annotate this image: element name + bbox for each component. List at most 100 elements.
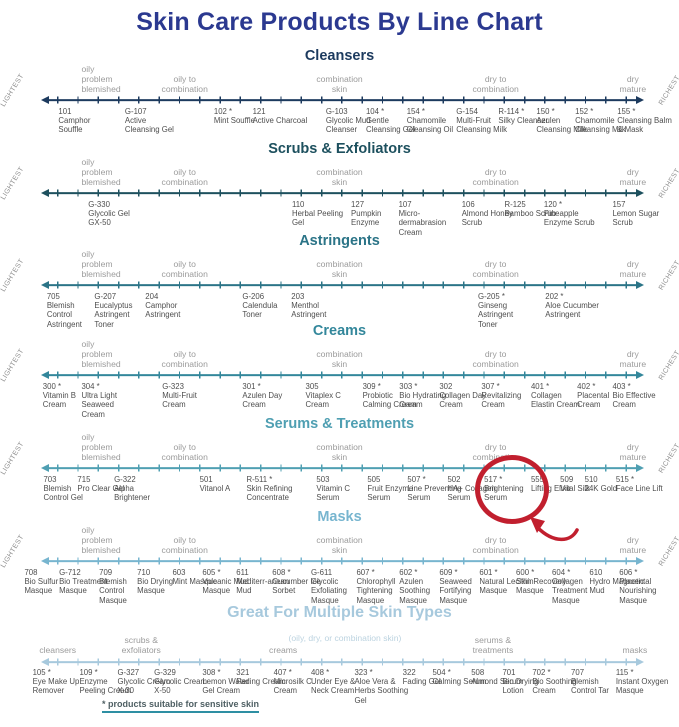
product-code: 707 — [571, 668, 585, 677]
product-603: 603 Mint Masque — [172, 568, 227, 586]
product-504: 504 * Calming Serum — [433, 668, 488, 686]
product-204: 204 Camphor Astringent — [145, 292, 200, 320]
highlight-arrow-icon — [530, 517, 579, 542]
product-name: Vitaplex C Cream — [305, 391, 341, 410]
zone-label: oily problem blemished — [81, 338, 121, 369]
section-title-cleansers: Cleansers — [304, 48, 375, 64]
product-301: 301 * Azulen Day Cream — [242, 382, 297, 410]
zone-label: oily problem blemished — [81, 248, 121, 279]
product-code: R-114 * — [498, 107, 525, 116]
product-name: Enzyme Peeling Cream — [79, 677, 132, 696]
product-110: 110 Herbal Peeling Gel — [292, 200, 347, 228]
product-name: Ginseng Astringent Toner — [478, 301, 514, 329]
zone-label: combination skin — [316, 166, 363, 187]
zone-label: combination skin — [316, 348, 363, 369]
axis-ticks — [57, 96, 628, 104]
product-code: 604 * — [552, 568, 571, 577]
section-serums-treatments: Serums & Treatments oily problem blemishe… — [0, 416, 679, 515]
product-307: 307 * Revitalizing Cream — [481, 382, 536, 410]
product-name: Collagen Day Cream — [439, 391, 487, 410]
zone-labels: oily problem blemished oily to combinatio… — [0, 236, 679, 279]
product-508: 508 Almond Serum — [471, 668, 526, 686]
product-code: 709 — [99, 568, 113, 577]
product-105: 105 * Eye Make Up Remover — [33, 668, 88, 696]
product-code: 109 * — [79, 668, 98, 677]
product-code: 710 — [137, 568, 151, 577]
product-code: 703 — [43, 475, 57, 484]
zone-label: cleansers — [39, 644, 77, 655]
product-503: 503 Vitamin C Serum — [316, 475, 371, 503]
product-code: 101 — [58, 107, 72, 116]
product-name: Cucumber Ice Sorbet — [272, 577, 321, 596]
product-154: 154 * Chamomile Cleansing Oil — [407, 107, 462, 135]
product-name: Placental Nourishing Masque — [619, 577, 657, 605]
product-name: Blemish Control Gel — [43, 484, 83, 503]
product-710: 710 Bio Drying Masque — [137, 568, 192, 596]
product-name: Lemon Water Gel Cream — [202, 677, 249, 696]
product-name: Vital Silk — [560, 484, 590, 494]
section-title-astringents: Astringents — [299, 233, 380, 249]
product-code: G-323 — [162, 382, 184, 391]
product-code: 705 — [46, 292, 60, 301]
product-name: Bamboo Scrub — [504, 209, 557, 219]
zone-label: oily to combination — [161, 258, 208, 279]
product-510: 510 24K Gold — [585, 475, 640, 493]
product-code: 715 — [77, 475, 91, 484]
product-name: 24K Gold — [584, 484, 618, 494]
zone-label: dry to combination — [472, 258, 519, 279]
product-120: 120 * Pineapple Enzyme Scrub — [544, 200, 599, 228]
product-name: Almond Serum — [471, 677, 523, 687]
product-name: Lifting Elixir — [530, 484, 571, 494]
product-code: 609 * — [439, 568, 458, 577]
product-152: 152 * Chamomile Cleansing Milk — [575, 107, 630, 135]
product-name: Glycolic Cream X-50 — [154, 677, 207, 696]
zone-label: dry mature — [619, 258, 647, 279]
product-name: Herbal Peeling Gel — [291, 209, 344, 228]
product-code: 150 * — [536, 107, 555, 116]
product-code: 202 * — [545, 292, 564, 301]
product-701: 701 Bio Drying Lotion — [502, 668, 557, 696]
zone-label: combination skin — [316, 73, 363, 94]
footnote: * products suitable for sensitive skin — [102, 699, 260, 713]
product-name: Probiotic Calming Cream — [362, 391, 417, 410]
product-name: Silky Cleanser — [498, 116, 549, 126]
product-code: G-154 — [456, 107, 478, 116]
product-150: 150 * Azulen Cleansing Milk — [536, 107, 591, 135]
zone-label: combination skin — [316, 441, 363, 462]
product-name: Micro-dermabrasion Cream — [398, 209, 447, 237]
product-name: Collagen Treatment Masque — [552, 577, 588, 605]
product-202: 202 * Aloe Cucumber Astringent — [545, 292, 600, 320]
product-name: Glycolic Cream X-30 — [117, 677, 171, 696]
zone-label: dry to combination — [472, 441, 519, 462]
product-code: R-511 * — [246, 475, 273, 484]
product-703: 703 Blemish Control Gel — [43, 475, 98, 503]
zone-label: dry mature — [619, 441, 647, 462]
product-code: 606 * — [619, 568, 638, 577]
product-code: 408 * — [310, 668, 330, 677]
product-107: 107 Micro-dermabrasion Cream — [399, 200, 454, 237]
product-name: Azulen Day Cream — [242, 391, 283, 410]
zone-label: dry mature — [619, 348, 647, 369]
product-r-511: R-511 * Skin Refining Concentrate — [246, 475, 301, 503]
product-r-114: R-114 * Silky Cleanser — [498, 107, 553, 125]
product-name: Volcanic Mud Masque — [202, 577, 249, 596]
product-name: Glycolic Gel GX-50 — [88, 209, 130, 228]
product-127: 127 Pumpkin Enzyme — [351, 200, 406, 228]
product-name: Bio Hydrating Cream — [399, 391, 447, 410]
zone-label: dry to combination — [472, 166, 519, 187]
product-407: 407 * Microsilk C Cream — [274, 668, 329, 696]
zone-label: oily to combination — [161, 73, 208, 94]
product-name: Pumpkin Enzyme — [351, 209, 382, 228]
product-name: Vitamin B Cream — [42, 391, 76, 410]
product-code: 407 * — [273, 668, 292, 677]
section-title-creams: Creams — [312, 323, 367, 339]
zone-label: dry mature — [619, 534, 647, 555]
product-name: Hydro Magnetic Mud — [589, 577, 644, 596]
product-102: 102 * Mint Souffle — [214, 107, 269, 125]
product-code: 708 — [24, 568, 38, 577]
product-name: Fruit Enzyme Serum — [367, 484, 414, 503]
product-code: 603 — [172, 568, 186, 577]
product-code: 203 — [291, 292, 305, 301]
product-name: Fading Gel — [402, 677, 441, 687]
product-name: Bio Effective Cream — [612, 391, 656, 410]
